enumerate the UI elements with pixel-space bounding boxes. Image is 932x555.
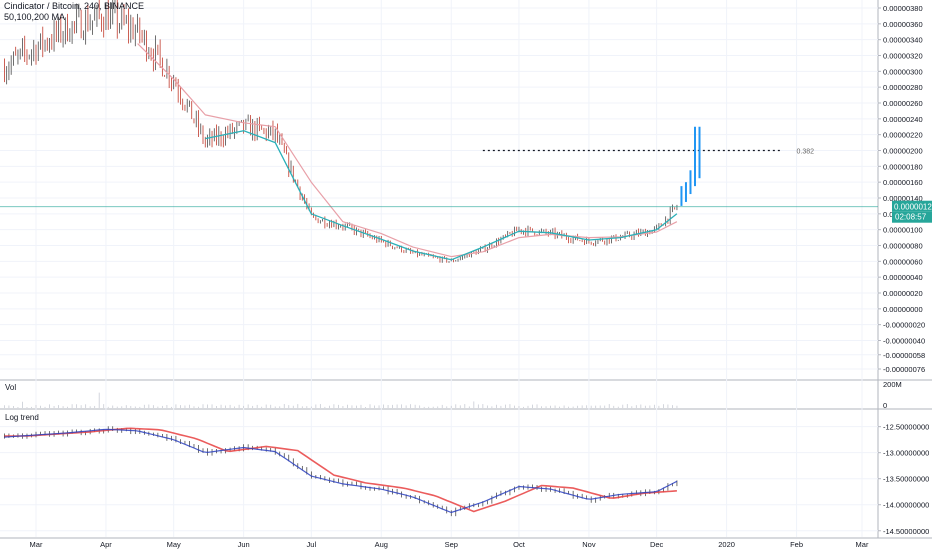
y-tick-label: -0.00000058: [883, 351, 925, 360]
x-tick-label: Jun: [238, 540, 250, 549]
x-tick-label: Dec: [650, 540, 664, 549]
trend-y-tick-label: -14.00000000: [883, 501, 929, 510]
y-tick-label: 0.00000220: [883, 131, 923, 140]
y-tick-label: -0.00000076: [883, 365, 925, 374]
y-tick-label: 0.00000100: [883, 226, 923, 235]
countdown-badge: [892, 211, 932, 223]
volume-y-tick-label: 200M: [883, 380, 902, 389]
x-tick-label: Feb: [790, 540, 803, 549]
chart-title: Cindicator / Bitcoin, 240, BINANCE: [4, 1, 145, 11]
x-tick-label: May: [167, 540, 181, 549]
y-tick-label: 0.00000040: [883, 273, 923, 282]
y-tick-label: 0.00000300: [883, 67, 923, 76]
countdown-label: 02:08:57: [895, 213, 927, 222]
y-tick-label: 0.00000080: [883, 242, 923, 251]
trend-y-tick-label: -12.50000000: [883, 423, 929, 432]
current-price-badge: [892, 200, 932, 212]
y-tick-label: 0.00000180: [883, 162, 923, 171]
price-candles: [4, 0, 678, 263]
trend-y-tick-label: -14.50000000: [883, 527, 929, 536]
y-tick-label: 0.00000020: [883, 289, 923, 298]
x-tick-label: Mar: [856, 540, 869, 549]
trend-y-tick-label: -13.50000000: [883, 475, 929, 484]
y-tick-label: 0.00000000: [883, 305, 923, 314]
x-tick-label: Oct: [513, 540, 526, 549]
x-tick-label: 2020: [718, 540, 735, 549]
x-tick-label: Aug: [375, 540, 388, 549]
volume-pane-label: Vol: [5, 383, 17, 392]
volume-y-tick-label: 0: [883, 401, 887, 410]
y-tick-label: 0.00000160: [883, 178, 923, 187]
y-tick-label: 0.00000360: [883, 20, 923, 29]
ma-slow-line: [137, 43, 678, 258]
current-price-label: 0.00000129: [894, 203, 932, 212]
x-tick-label: Apr: [100, 540, 112, 549]
y-tick-label: 0.00000140: [883, 194, 923, 203]
x-tick-label: Nov: [582, 540, 596, 549]
y-tick-label: 0.00000380: [883, 4, 923, 13]
volume-bars: [4, 392, 678, 408]
y-tick-label: -0.00000020: [883, 321, 925, 330]
trend-y-tick-label: -13.00000000: [883, 449, 929, 458]
y-tick-label: 0.00000200: [883, 147, 923, 156]
ma-legend: 50,100,200 MA: [4, 12, 66, 22]
x-tick-label: Mar: [30, 540, 43, 549]
y-tick-label: 0.00000240: [883, 115, 923, 124]
x-tick-label: Sep: [445, 540, 458, 549]
log-trend-blue-line: [4, 428, 678, 514]
y-tick-label: 0.00000320: [883, 52, 923, 61]
y-tick-label: 0.00000280: [883, 83, 923, 92]
y-tick-label: 0.00000060: [883, 257, 923, 266]
y-tick-label: 0.00000340: [883, 36, 923, 45]
log-trend-pane-label: Log trend: [5, 413, 39, 422]
x-tick-label: Jul: [307, 540, 317, 549]
ma-fast-line: [205, 130, 678, 261]
y-tick-label: -0.00000040: [883, 337, 925, 346]
y-tick-label: 0.00000260: [883, 99, 923, 108]
fib-level-label: 0.382: [797, 149, 815, 156]
